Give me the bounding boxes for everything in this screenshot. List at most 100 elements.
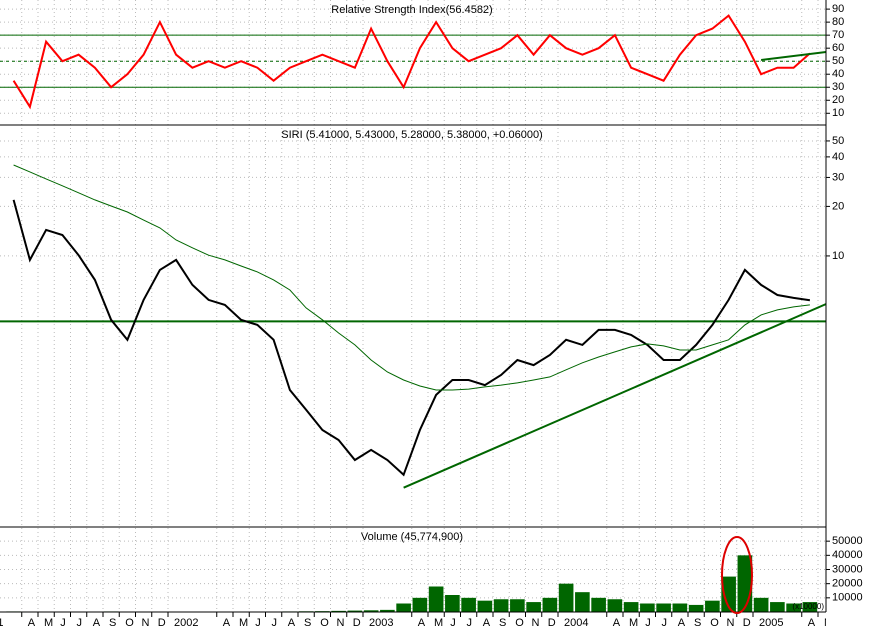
x-tick-label: M <box>824 617 833 629</box>
volume-bar <box>363 610 379 612</box>
series-line <box>12 14 811 110</box>
x-tick-label: J <box>255 617 261 629</box>
y-tick-label: 10 <box>832 250 844 262</box>
x-tick-label: S <box>499 617 506 629</box>
x-tick-label: M <box>629 617 638 629</box>
x-tick-label: N <box>337 617 345 629</box>
y-tick-label: 30000 <box>832 563 863 575</box>
y-tick-label: 50 <box>832 135 844 147</box>
volume-bar <box>428 586 444 612</box>
y-tick-label: 40000 <box>832 549 863 561</box>
y-tick-label: 10 <box>832 107 844 119</box>
volume-bar <box>542 597 558 612</box>
panel-title: SIRI (5.41000, 5.43000, 5.28000, 5.38000… <box>281 129 542 141</box>
y-tick-label: 50000 <box>832 535 863 547</box>
x-tick-label: 2004 <box>564 617 588 629</box>
volume-bar <box>802 602 818 612</box>
volume-bar <box>656 603 671 612</box>
y-tick-label: 40 <box>832 151 844 163</box>
x-tick-label: N <box>532 617 540 629</box>
x-tick-label: S <box>109 617 116 629</box>
volume-bar <box>510 599 525 612</box>
y-tick-label: 90 <box>832 3 844 15</box>
x-tick-label: A <box>28 617 36 629</box>
volume-bar <box>526 602 541 612</box>
x-tick-label: A <box>808 617 816 629</box>
x-tick-label: A <box>93 617 101 629</box>
volume-bar <box>737 555 753 612</box>
volume-bar <box>688 604 704 612</box>
x-tick-label: 2001 <box>0 617 3 629</box>
volume-bar <box>461 597 476 612</box>
volume-bar <box>721 576 736 612</box>
y-unit-label: (x10000) <box>792 602 824 611</box>
volume-bar <box>477 600 493 612</box>
x-tick-label: 2005 <box>759 617 783 629</box>
x-tick-label: D <box>548 617 556 629</box>
x-tick-label: M <box>239 617 248 629</box>
volume-bar <box>591 597 606 612</box>
x-tick-label: A <box>223 617 231 629</box>
volume-bar <box>412 597 428 612</box>
x-tick-label: A <box>483 617 491 629</box>
x-tick-label: A <box>678 617 686 629</box>
x-tick-label: M <box>44 617 53 629</box>
x-tick-label: S <box>694 617 701 629</box>
x-tick-label: D <box>743 617 751 629</box>
x-tick-label: M <box>434 617 443 629</box>
highlight-ellipse <box>721 536 753 614</box>
volume-bar <box>623 602 639 612</box>
volume-bar <box>786 603 801 612</box>
x-tick-label: A <box>418 617 426 629</box>
volume-bar <box>607 599 623 612</box>
panel-title: Relative Strength Index(56.4582) <box>331 4 492 16</box>
trend-line <box>403 303 826 489</box>
x-tick-label: D <box>353 617 361 629</box>
x-tick-label: J <box>60 617 66 629</box>
x-tick-label: J <box>662 617 668 629</box>
volume-bar <box>380 609 395 612</box>
series-line <box>12 199 811 477</box>
volume-bar <box>672 603 688 612</box>
volume-bar <box>445 595 460 612</box>
volume-bar <box>770 602 785 612</box>
volume-bar <box>558 583 574 612</box>
y-tick-label: 50 <box>832 55 844 67</box>
y-tick-label: 30 <box>832 171 844 183</box>
x-tick-label: S <box>304 617 311 629</box>
volume-bar <box>753 597 769 612</box>
panel <box>0 8 826 114</box>
x-tick-label: 2003 <box>369 617 393 629</box>
x-tick-label: N <box>142 617 150 629</box>
x-tick-label: J <box>645 617 651 629</box>
volume-bar <box>575 592 590 612</box>
x-tick-label: O <box>710 617 719 629</box>
panel-title: Volume (45,774,900) <box>361 531 463 543</box>
panel <box>0 140 826 489</box>
volume-bar <box>640 603 655 612</box>
x-tick-label: N <box>727 617 735 629</box>
x-tick-label: O <box>320 617 329 629</box>
y-tick-label: 60 <box>832 42 844 54</box>
y-tick-label: 30 <box>832 81 844 93</box>
x-tick-label: A <box>288 617 296 629</box>
series-line <box>13 164 810 391</box>
x-tick-label: J <box>77 617 83 629</box>
x-tick-label: A <box>613 617 621 629</box>
y-tick-label: 20 <box>832 94 844 106</box>
trend-line <box>761 50 826 62</box>
x-tick-label: O <box>125 617 134 629</box>
y-tick-label: 70 <box>832 29 844 41</box>
volume-bar <box>493 599 509 612</box>
volume-bar <box>396 603 411 612</box>
y-tick-label: 80 <box>832 16 844 28</box>
panel <box>0 540 826 612</box>
y-tick-label: 40 <box>832 68 844 80</box>
x-tick-label: J <box>467 617 473 629</box>
x-tick-label: O <box>515 617 524 629</box>
x-tick-label: D <box>158 617 166 629</box>
volume-bar <box>331 610 346 612</box>
x-tick-label: J <box>450 617 456 629</box>
y-tick-label: 20000 <box>832 578 863 590</box>
